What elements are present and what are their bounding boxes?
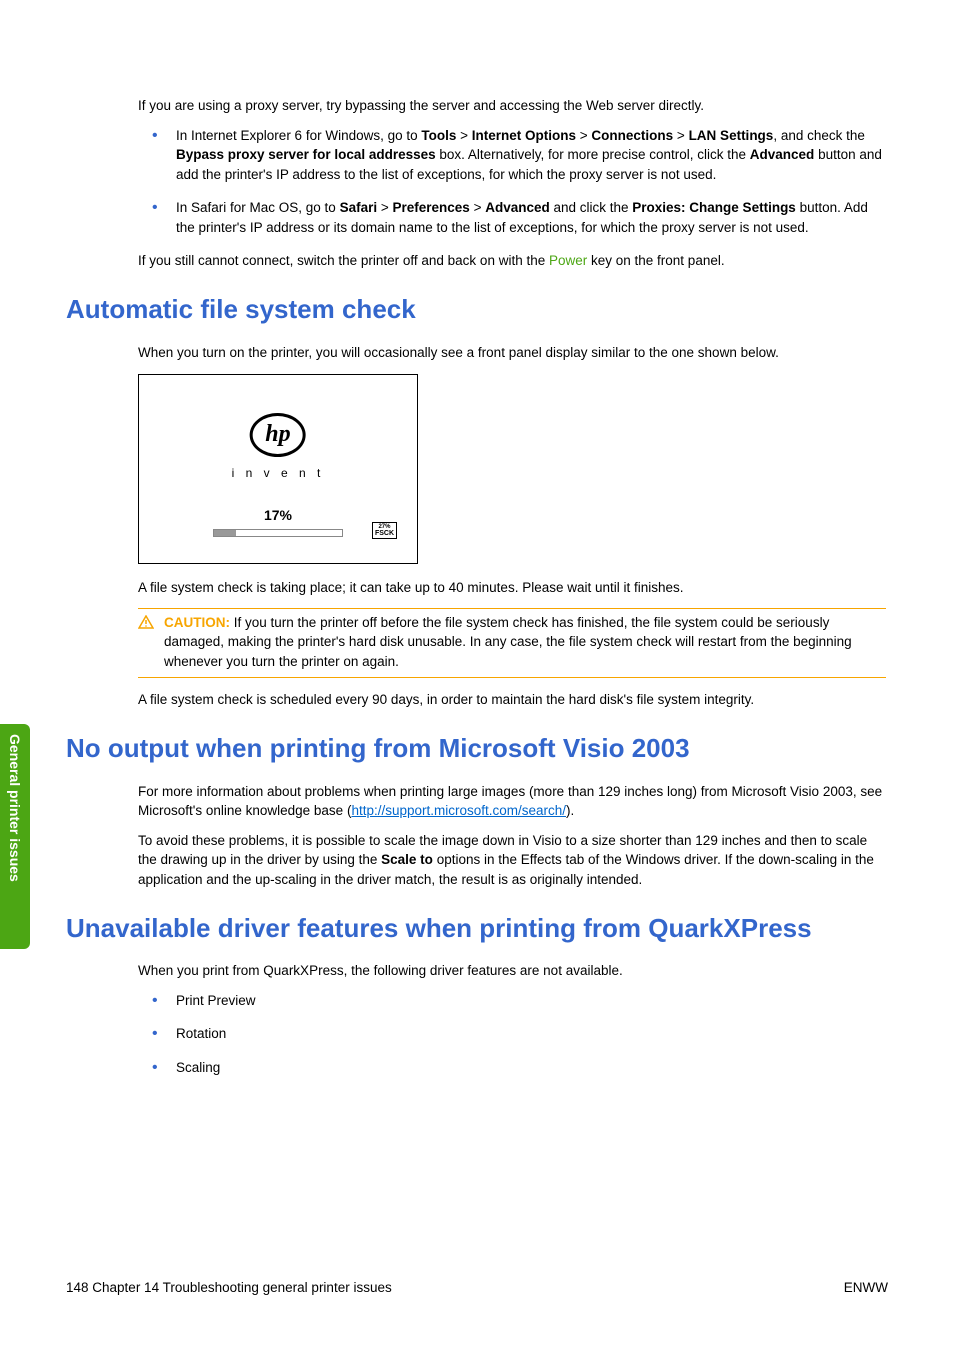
proxy-bullet-list: In Internet Explorer 6 for Windows, go t…	[138, 126, 886, 238]
progress-bar-fill	[214, 530, 236, 536]
list-item: Scaling	[138, 1058, 886, 1078]
quark-feature-list: Print Preview Rotation Scaling	[138, 991, 886, 1078]
page-footer: 148 Chapter 14 Troubleshooting general p…	[66, 1278, 888, 1298]
fsck-badge: 27% FSCK	[372, 522, 397, 539]
heading-afsc: Automatic file system check	[66, 291, 888, 329]
visio-p2: To avoid these problems, it is possible …	[138, 831, 886, 890]
front-panel-display: hp i n v e n t 17% 27% FSCK	[138, 374, 418, 564]
footer-right: ENWW	[844, 1278, 888, 1298]
sidebar-tab: General printer issues	[0, 724, 30, 949]
bullet-ie: In Internet Explorer 6 for Windows, go t…	[138, 126, 886, 185]
list-item: Print Preview	[138, 991, 886, 1011]
afsc-scheduled: A file system check is scheduled every 9…	[138, 690, 886, 710]
hp-logo: hp i n v e n t	[232, 413, 325, 482]
proxy-note: If you are using a proxy server, try byp…	[138, 96, 886, 116]
afsc-after-panel: A file system check is taking place; it …	[138, 578, 886, 598]
quark-intro: When you print from QuarkXPress, the fol…	[138, 961, 886, 981]
ms-support-link[interactable]: http://support.microsoft.com/search/	[351, 803, 566, 818]
heading-quark: Unavailable driver features when printin…	[66, 910, 888, 948]
afsc-intro: When you turn on the printer, you will o…	[138, 343, 886, 363]
still-cannot-connect: If you still cannot connect, switch the …	[138, 251, 886, 271]
list-item: Rotation	[138, 1024, 886, 1044]
footer-left: 148 Chapter 14 Troubleshooting general p…	[66, 1278, 392, 1298]
caution-box: CAUTION: If you turn the printer off bef…	[138, 608, 886, 679]
progress-pct: 17%	[178, 505, 378, 525]
hp-logo-circle: hp	[250, 413, 306, 457]
caution-triangle-icon	[138, 615, 154, 635]
page-content: If you are using a proxy server, try byp…	[0, 0, 954, 1077]
caution-label: CAUTION:	[164, 615, 230, 630]
sidebar-label: General printer issues	[5, 734, 25, 882]
hp-invent-text: i n v e n t	[232, 465, 325, 482]
progress-bar	[213, 529, 343, 537]
caution-text: CAUTION: If you turn the printer off bef…	[164, 613, 886, 672]
bullet-safari: In Safari for Mac OS, go to Safari > Pre…	[138, 198, 886, 237]
heading-visio: No output when printing from Microsoft V…	[66, 730, 888, 768]
progress-row: 17%	[178, 505, 378, 537]
power-key-text: Power	[549, 253, 587, 268]
visio-p1: For more information about problems when…	[138, 782, 886, 821]
